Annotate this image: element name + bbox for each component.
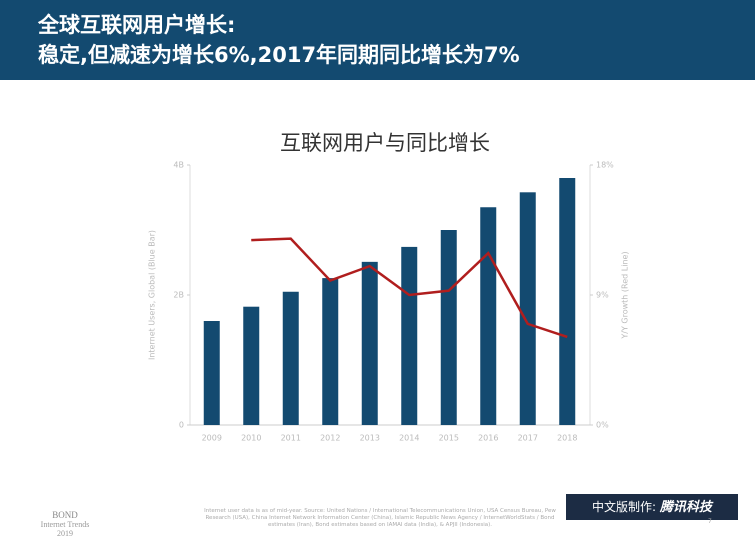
chart: 互联网用户与同比增长 0 2B 4B 0% 9% 18% Internet Users, G…	[148, 131, 630, 443]
source-note: Internet user data is as of mid-year. So…	[204, 508, 556, 528]
x-tick-label: 2012	[320, 434, 340, 443]
x-tick-label: 2010	[241, 434, 261, 443]
page-number: 7	[708, 518, 712, 525]
y2-tick-label: 9%	[596, 291, 609, 300]
line	[251, 237, 568, 339]
bar	[440, 230, 457, 425]
credit-box: 中文版制作: 腾讯科技	[566, 494, 738, 520]
y-tick-label: 0	[179, 421, 184, 430]
credit-name: 腾讯科技	[659, 500, 712, 515]
x-tick-label: 2013	[360, 434, 380, 443]
chart-title: 互联网用户与同比增长	[280, 131, 490, 155]
bar	[282, 291, 299, 425]
bar	[203, 321, 220, 425]
x-tick-label: 2016	[478, 434, 498, 443]
bond-name: BOND	[52, 510, 78, 520]
title-line: 稳定,但减速为增长6%,2017年同期同比增长为7%	[38, 43, 520, 67]
x-tick-label: 2009	[202, 434, 222, 443]
bar	[559, 178, 576, 425]
credit-label: 中文版制作:	[592, 500, 657, 514]
y-axis-label: Internet Users, Global (Blue Bar)	[148, 230, 157, 360]
bar	[243, 306, 260, 425]
bar	[480, 207, 497, 425]
bar	[322, 278, 339, 425]
x-tick-label: 2015	[439, 434, 459, 443]
y-tick-label: 2B	[173, 291, 184, 300]
bond-sub: Internet Trends	[40, 520, 90, 529]
header: 全球互联网用户增长: 稳定,但减速为增长6%,2017年同期同比增长为7%	[0, 0, 755, 80]
y2-tick-label: 0%	[596, 421, 609, 430]
bond-logo: BOND Internet Trends 2019	[40, 510, 90, 539]
title-line: 全球互联网用户增长:	[38, 13, 236, 37]
bar	[519, 192, 536, 425]
bar	[401, 246, 418, 425]
bond-year: 2019	[57, 529, 73, 538]
bar	[361, 261, 378, 425]
x-tick-label: 2018	[557, 434, 577, 443]
y2-axis-label: Y/Y Growth (Red Line)	[621, 251, 630, 339]
y2-tick-label: 18%	[596, 161, 614, 170]
x-tick-label: 2014	[399, 434, 419, 443]
y-tick-label: 4B	[173, 161, 184, 170]
x-tick-label: 2017	[518, 434, 538, 443]
x-tick-label: 2011	[281, 434, 301, 443]
